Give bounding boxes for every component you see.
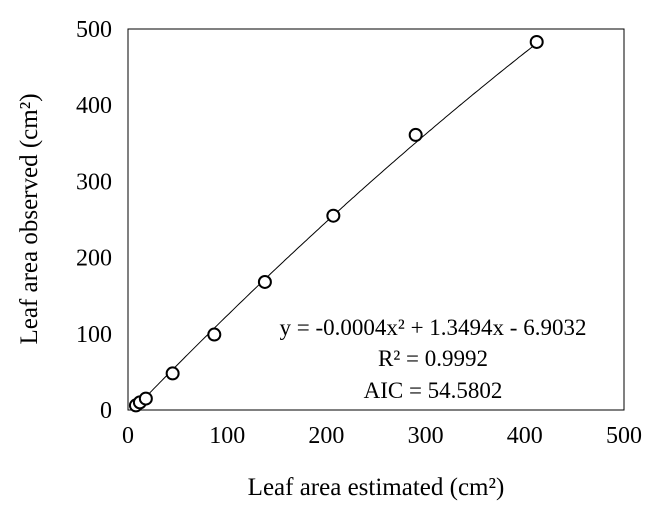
y-tick-label: 0 bbox=[100, 398, 112, 424]
x-axis-label: Leaf area estimated (cm²) bbox=[248, 474, 505, 501]
data-point bbox=[326, 208, 341, 223]
equation-annotation: R² = 0.9992 bbox=[378, 346, 488, 371]
equation-annotations: y = -0.0004x² + 1.3494x - 6.9032 R² = 0.9… bbox=[280, 315, 587, 403]
plot-area bbox=[127, 28, 625, 411]
data-point bbox=[138, 391, 153, 406]
y-tick-label: 400 bbox=[76, 93, 112, 119]
data-point bbox=[529, 34, 544, 49]
x-tick-labels: 0 100 200 300 400 500 bbox=[122, 423, 642, 449]
y-axis-label: Leaf area observed (cm²) bbox=[16, 93, 43, 344]
x-tick-label: 0 bbox=[122, 423, 134, 449]
data-points bbox=[128, 34, 544, 413]
y-tick-label: 100 bbox=[76, 322, 112, 348]
y-tick-label: 500 bbox=[76, 17, 112, 43]
x-tick-label: 300 bbox=[408, 423, 444, 449]
data-point bbox=[408, 127, 423, 142]
x-tick-label: 200 bbox=[308, 423, 344, 449]
x-tick-label: 400 bbox=[507, 423, 543, 449]
x-tick-label: 500 bbox=[606, 423, 642, 449]
equation-annotation: AIC = 54.5802 bbox=[364, 378, 503, 403]
y-tick-labels: 0 100 200 300 400 500 bbox=[76, 17, 112, 424]
x-tick-label: 100 bbox=[209, 423, 245, 449]
y-tick-label: 300 bbox=[76, 169, 112, 195]
y-tick-label: 200 bbox=[76, 246, 112, 272]
equation-annotation: y = -0.0004x² + 1.3494x - 6.9032 bbox=[280, 315, 587, 340]
data-point bbox=[257, 274, 272, 289]
data-point bbox=[207, 327, 222, 342]
data-point bbox=[165, 366, 180, 381]
